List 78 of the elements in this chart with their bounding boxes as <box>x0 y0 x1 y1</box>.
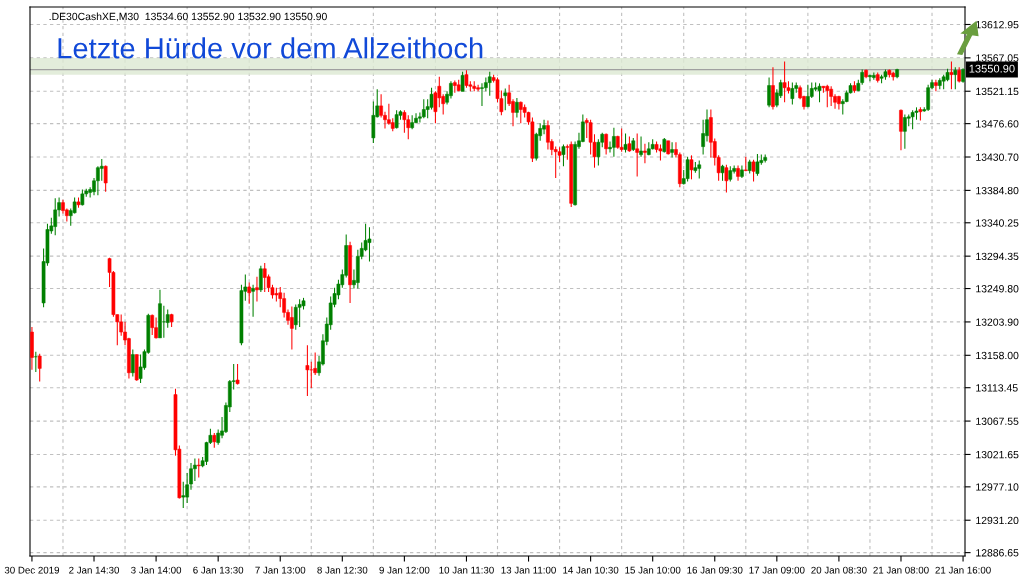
candlestick <box>251 284 255 318</box>
x-tick-label: 17 Jan 09:00 <box>749 566 805 574</box>
candlestick <box>181 481 186 509</box>
candlestick <box>480 82 484 107</box>
candlestick <box>771 66 775 111</box>
x-tick-label: 6 Jan 13:30 <box>193 566 244 574</box>
y-tick-label: 13067.55 <box>976 417 1019 425</box>
candlestick <box>309 361 314 389</box>
x-tick-label: 13 Jan 11:00 <box>501 566 556 574</box>
y-tick-label: 13384.80 <box>976 186 1019 195</box>
candlestick <box>262 262 267 293</box>
y-tick-label: 13158.00 <box>976 351 1019 360</box>
y-tick-label: 13340.25 <box>976 219 1019 227</box>
candlestick <box>37 353 42 382</box>
candlestick <box>534 132 539 161</box>
y-tick-label: 13249.80 <box>976 285 1019 293</box>
y-tick-label: 13521.15 <box>976 87 1019 96</box>
y-tick-label: 12886.65 <box>976 549 1019 557</box>
candlestick <box>926 84 930 112</box>
y-tick-label: 13294.35 <box>976 252 1019 261</box>
chart-subtitle: .DE30CashXE,M30 13534.60 13552.90 13532.90 13550.90 <box>49 12 327 22</box>
x-tick-label: 8 Jan 12:30 <box>317 566 368 574</box>
candlestick <box>162 305 166 339</box>
x-tick-label: 30 Dec 2019 <box>4 566 60 574</box>
candlestick <box>829 85 833 107</box>
y-tick-label: 13203.90 <box>976 318 1019 326</box>
candlestick <box>196 458 201 478</box>
candlestick <box>305 344 310 397</box>
candlestick <box>612 127 616 158</box>
candlestick <box>410 114 414 130</box>
candlestick <box>903 114 907 150</box>
candlestick <box>934 79 938 92</box>
candlestick <box>639 135 643 158</box>
candlestick <box>290 306 294 351</box>
candlestick <box>297 298 302 328</box>
x-tick-label: 14 Jan 10:30 <box>563 566 619 574</box>
y-tick-label: 12931.20 <box>976 516 1019 525</box>
candlestick <box>643 143 647 164</box>
x-tick-label: 16 Jan 09:30 <box>687 566 743 574</box>
x-tick-label: 21 Jan 16:00 <box>935 566 991 574</box>
ref-line-label: 13550.90 <box>969 64 1015 73</box>
y-tick-label: 13476.60 <box>976 120 1019 128</box>
y-tick-label: 13113.45 <box>976 384 1018 392</box>
candlestick <box>33 351 38 373</box>
candlestick <box>103 165 108 193</box>
x-tick-label: 20 Jan 08:30 <box>811 566 867 574</box>
x-tick-label: 7 Jan 13:00 <box>255 566 306 574</box>
candlestick <box>503 87 508 111</box>
x-tick-label: 9 Jan 12:00 <box>379 566 430 574</box>
x-tick-label: 2 Jan 14:30 <box>69 566 120 574</box>
candlestick <box>421 98 426 119</box>
candlestick <box>154 316 158 340</box>
candlestick <box>899 109 903 151</box>
candlestick <box>546 119 550 151</box>
candlestick <box>53 197 58 236</box>
candlestick <box>670 141 674 159</box>
x-tick-label: 15 Jan 10:00 <box>625 566 681 574</box>
y-tick-label: 13567.05 <box>976 54 1019 62</box>
candlestick <box>697 159 702 180</box>
candlestick <box>406 114 411 140</box>
y-tick-label: 13021.65 <box>976 450 1019 459</box>
candlestick <box>367 226 372 263</box>
candlestick <box>293 303 298 331</box>
candlestick <box>255 276 259 303</box>
candlestick <box>247 282 252 305</box>
y-tick-label: 13430.70 <box>976 153 1019 161</box>
candlestick <box>515 97 519 119</box>
candlestick <box>259 265 263 293</box>
x-tick-label: 10 Jan 11:30 <box>439 566 494 574</box>
candlestick <box>825 84 830 108</box>
candlestick <box>868 74 872 82</box>
candlestick <box>487 71 492 97</box>
candlestick <box>635 133 639 177</box>
text: Letzte Hürde vor dem Allzeithoch <box>58 37 483 59</box>
x-tick-label: 3 Jan 14:00 <box>131 566 182 574</box>
x-tick-label: 21 Jan 08:00 <box>873 566 929 574</box>
y-tick-label: 12977.10 <box>976 483 1019 491</box>
candlestick <box>767 77 771 108</box>
